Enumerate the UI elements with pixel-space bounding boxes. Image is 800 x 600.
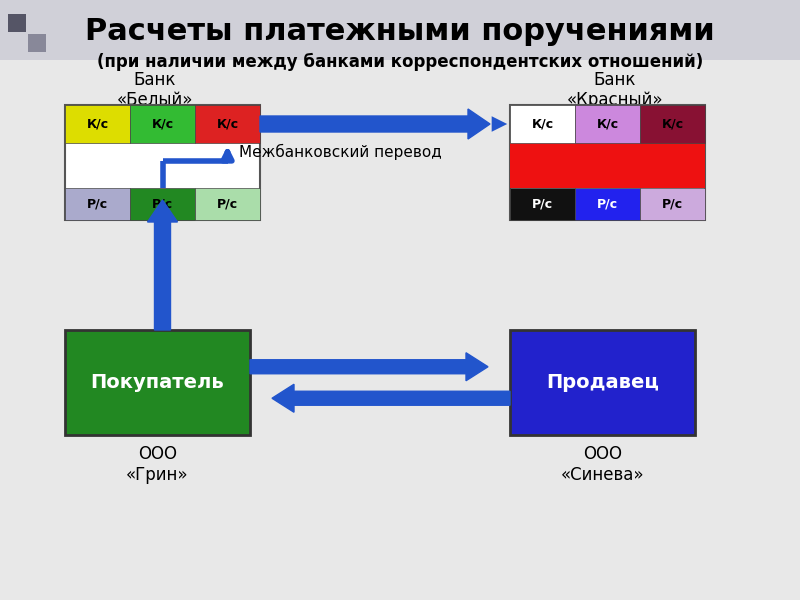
Bar	[65, 105, 130, 143]
Bar	[510, 105, 705, 220]
Text: Банк
«Белый»: Банк «Белый»	[117, 71, 194, 109]
Text: К/с: К/с	[597, 118, 618, 130]
Text: Р/с: Р/с	[152, 197, 173, 211]
Text: Межбанковский перевод: Межбанковский перевод	[238, 144, 442, 160]
Bar	[575, 105, 640, 143]
Bar	[65, 188, 130, 220]
Bar	[195, 105, 260, 143]
Text: Банк
«Красный»: Банк «Красный»	[566, 71, 663, 109]
FancyArrow shape	[147, 200, 178, 330]
Bar	[510, 188, 575, 220]
Bar	[130, 105, 195, 143]
Bar	[640, 188, 705, 220]
Text: ООО
«Синева»: ООО «Синева»	[561, 445, 644, 484]
Text: (при наличии между банками корреспондентских отношений): (при наличии между банками корреспондент…	[97, 53, 703, 71]
Text: К/с: К/с	[531, 118, 554, 130]
Text: Покупатель: Покупатель	[90, 373, 224, 392]
FancyArrow shape	[272, 384, 510, 412]
Text: К/с: К/с	[86, 118, 109, 130]
FancyArrow shape	[260, 109, 490, 139]
Bar	[8, 14, 26, 32]
Text: Р/с: Р/с	[662, 197, 683, 211]
Text: Р/с: Р/с	[532, 197, 553, 211]
Bar	[640, 105, 705, 143]
Bar	[510, 143, 705, 188]
Text: Р/с: Р/с	[217, 197, 238, 211]
Bar	[510, 105, 575, 143]
Text: К/с: К/с	[217, 118, 238, 130]
Text: Р/с: Р/с	[597, 197, 618, 211]
Bar	[28, 34, 46, 52]
Bar	[130, 188, 195, 220]
Text: Расчеты платежными поручениями: Расчеты платежными поручениями	[85, 17, 715, 46]
Bar	[65, 330, 250, 435]
Bar	[575, 188, 640, 220]
Text: Р/с: Р/с	[87, 197, 108, 211]
Text: ООО
«Грин»: ООО «Грин»	[126, 445, 189, 484]
Text: К/с: К/с	[151, 118, 174, 130]
FancyArrow shape	[250, 353, 488, 381]
Text: К/с: К/с	[662, 118, 683, 130]
Bar	[65, 105, 260, 220]
Bar	[510, 330, 695, 435]
Bar	[195, 188, 260, 220]
Bar	[0, 0, 800, 60]
Text: Продавец: Продавец	[546, 373, 659, 392]
